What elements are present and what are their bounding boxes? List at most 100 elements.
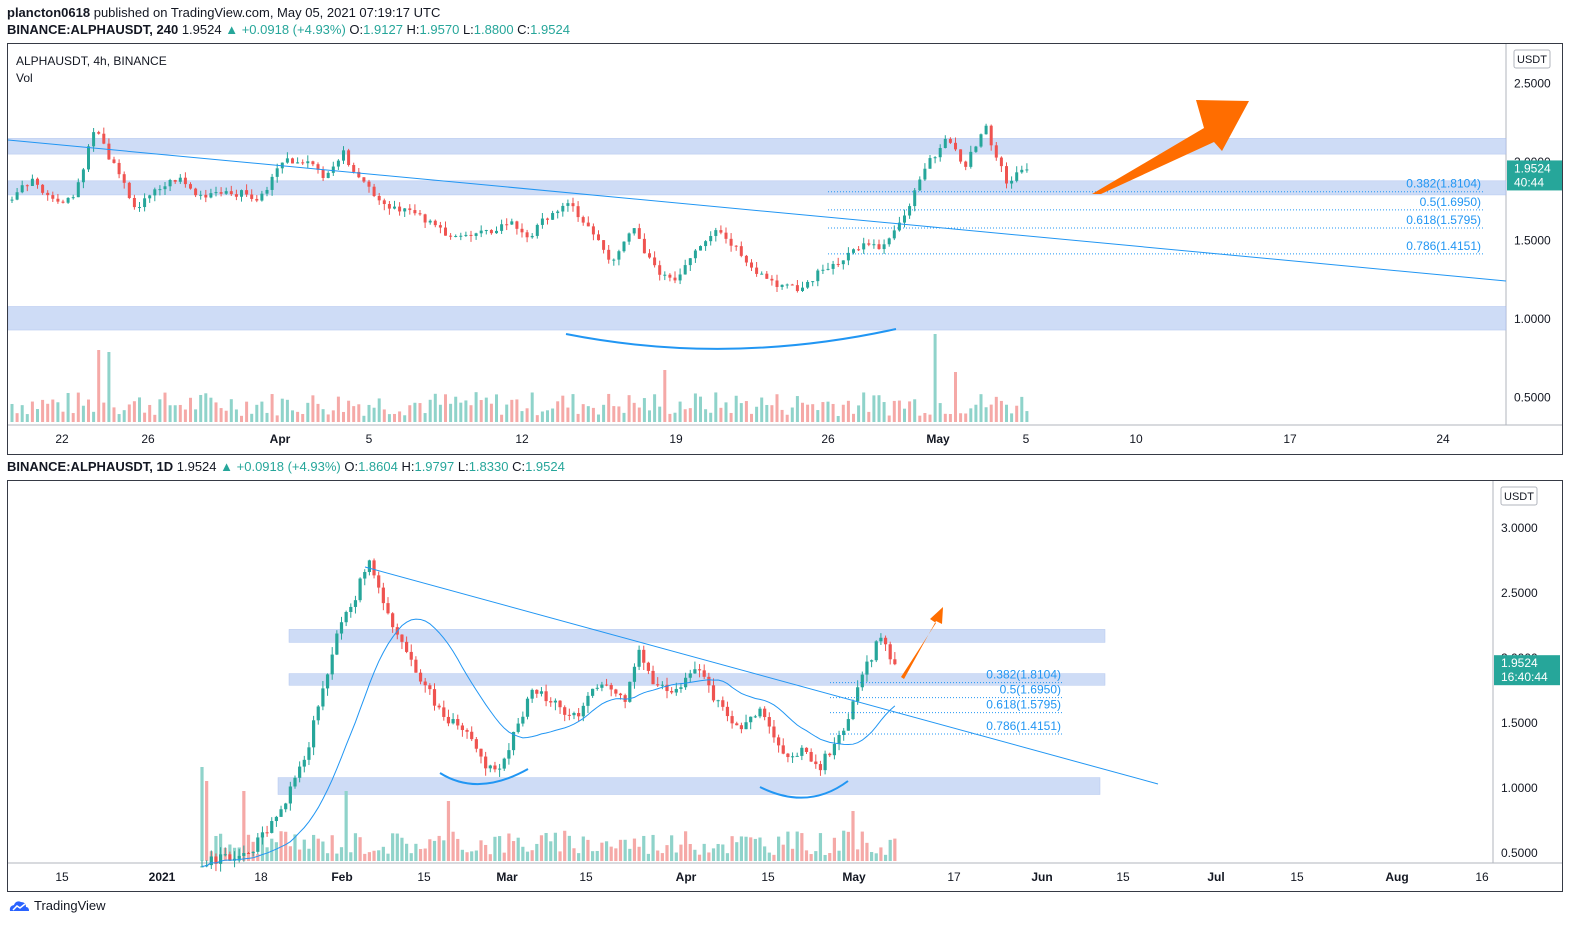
volume-bar: [449, 403, 453, 422]
volume-bar: [994, 396, 998, 422]
ticker-symbol-1d[interactable]: BINANCE:ALPHAUSDT, 1D: [7, 459, 174, 474]
candle-body: [721, 700, 725, 707]
fib-level-label: 0.5(1.6950): [1000, 683, 1061, 697]
candle-body: [274, 816, 278, 822]
high-value-1d: 1.9797: [414, 459, 455, 474]
candle-body: [729, 238, 733, 246]
chart-1d-svg[interactable]: 0.382(1.8104)0.5(1.6950)0.618(1.5795) 0.7…: [8, 481, 1562, 891]
volume-bar: [826, 401, 830, 422]
volume-bar: [617, 406, 621, 422]
candle-body: [563, 707, 567, 715]
volume-bar: [581, 404, 585, 422]
candle-body: [459, 235, 463, 237]
candle-body: [454, 236, 458, 238]
volume-bar: [511, 841, 516, 861]
chart-panel-4h[interactable]: 0.382(1.8104) 0.5(1.6950) 0.618(1.5795) 0.7…: [7, 43, 1563, 455]
volume-bar: [479, 400, 483, 422]
candle-body: [298, 766, 302, 778]
candle-body: [795, 285, 799, 292]
chart-4h-svg[interactable]: 0.382(1.8104) 0.5(1.6950) 0.618(1.5795) 0.7…: [8, 44, 1562, 454]
candle-body: [386, 603, 390, 614]
candle-body: [339, 622, 344, 634]
candle-body: [245, 190, 249, 195]
candle-body: [948, 138, 952, 143]
ticker-symbol[interactable]: BINANCE:ALPHAUSDT, 240: [7, 22, 179, 37]
candle-body: [597, 234, 600, 241]
candle-body: [770, 278, 774, 281]
time-tick-label: Aug: [1385, 870, 1408, 884]
candle-body: [358, 578, 362, 601]
candle-body: [814, 761, 818, 765]
volume-bar: [132, 401, 136, 422]
candle-body: [979, 134, 983, 147]
volume-bar: [809, 854, 813, 861]
candle-body: [772, 726, 776, 738]
close-label: C:: [512, 459, 526, 474]
volume-bar: [279, 831, 283, 861]
candle-body: [744, 255, 748, 263]
time-tick-label: 10: [1129, 432, 1143, 446]
candle-body: [61, 201, 65, 203]
volume-bar: [836, 415, 840, 422]
candle-body: [637, 649, 641, 667]
chart-panel-1d[interactable]: 0.382(1.8104) 0.5(1.6950) 0.618(1.5795) 0.7…: [7, 480, 1563, 892]
candle-body: [943, 138, 947, 148]
volume-bar: [204, 393, 208, 422]
candle-body: [400, 634, 404, 642]
volume-bar: [302, 839, 306, 861]
volume-bar: [540, 411, 544, 422]
candle-body: [279, 809, 283, 817]
volume-bar: [245, 401, 249, 422]
volume-bar: [627, 395, 631, 422]
volume-bar: [883, 854, 888, 861]
volume-bar: [386, 853, 390, 861]
candle-body: [363, 572, 367, 579]
candle-body: [837, 735, 841, 745]
candle-body: [656, 684, 660, 686]
candle-body: [744, 722, 748, 730]
trendline: [8, 139, 1507, 282]
candle-body: [71, 197, 75, 199]
volume-bar: [959, 413, 963, 422]
volume-bar: [865, 842, 869, 861]
candle-body: [577, 712, 581, 717]
volume-bar: [51, 399, 55, 422]
volume-bar: [618, 839, 623, 861]
candle-body: [711, 685, 716, 701]
time-tick-label: 19: [669, 432, 683, 446]
candle-timer-value: 16:40:44: [1501, 670, 1548, 684]
volume-bar: [571, 394, 575, 422]
candle-body: [642, 649, 646, 663]
candle-body: [242, 853, 246, 856]
candle-body: [1015, 172, 1019, 181]
volume-bar: [349, 852, 353, 861]
volume-bar: [908, 401, 912, 422]
candle-body: [874, 641, 878, 661]
volume-bar: [604, 841, 609, 861]
tradingview-footer[interactable]: TradingView: [8, 898, 106, 913]
candle-body: [549, 701, 553, 703]
price-change: +0.0918 (+4.93%): [241, 22, 346, 37]
candle-body: [270, 821, 274, 833]
candle-body: [122, 174, 126, 183]
volume-bar: [163, 392, 167, 422]
author-name[interactable]: plancton0618: [7, 5, 91, 20]
time-tick-label: Apr: [270, 432, 291, 446]
volume-bar: [903, 408, 906, 422]
candle-body: [353, 600, 358, 607]
candle-body: [707, 676, 711, 686]
volume-bar: [846, 400, 850, 422]
candle-body: [928, 158, 932, 169]
volume-bar: [566, 407, 570, 422]
candle-body: [739, 246, 743, 256]
candle-body: [670, 691, 674, 693]
candle-body: [349, 606, 353, 613]
candle-body: [637, 228, 641, 239]
candle-body: [777, 737, 781, 746]
open-value-1d: 1.8604: [358, 459, 398, 474]
volume-bar: [688, 408, 692, 422]
volume-bar: [403, 415, 407, 422]
volume-bar: [814, 851, 818, 861]
candle-body: [693, 669, 697, 674]
volume-bar: [928, 414, 932, 422]
